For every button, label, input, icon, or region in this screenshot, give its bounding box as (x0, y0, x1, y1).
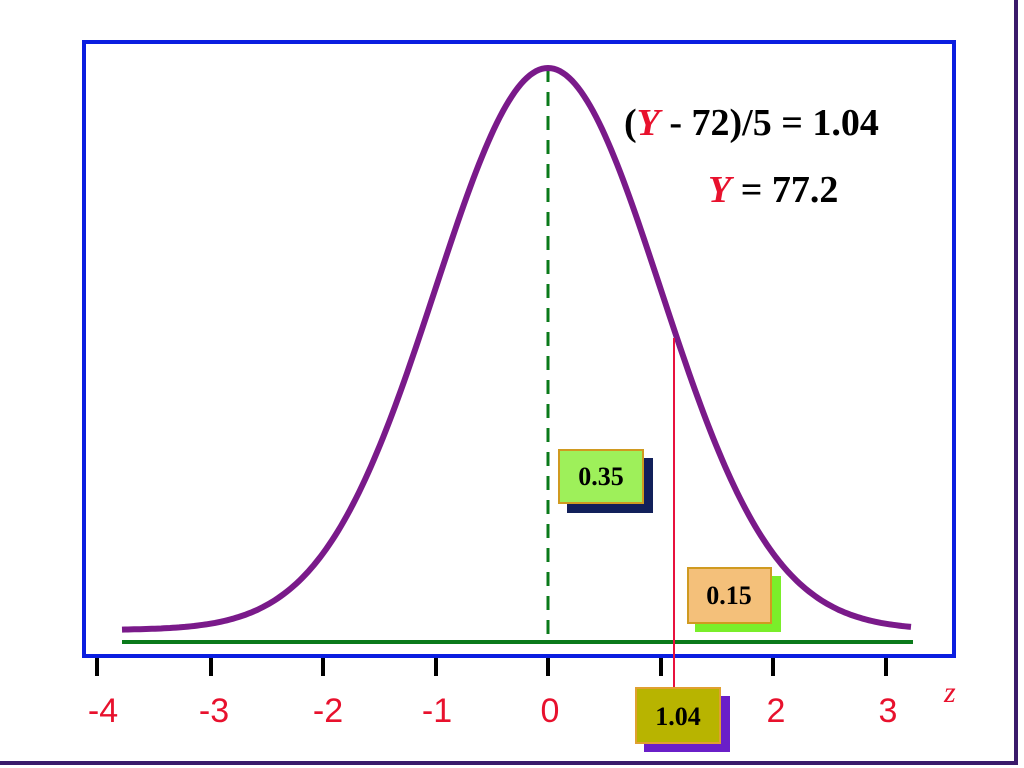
normal-curve (121, 64, 912, 633)
eq-var: Y (637, 102, 664, 144)
z-label: 1.04 (655, 702, 701, 731)
axis: -4 -3 -2 -1 0 2 3 (88, 658, 898, 730)
tick-label: -2 (313, 692, 343, 730)
area-label: 0.15 (706, 581, 752, 610)
tick-label: -1 (422, 692, 452, 730)
equation: Y = 77.2 (708, 169, 838, 211)
area-label: 0.35 (578, 462, 624, 491)
eq-part: = 77.2 (731, 169, 838, 211)
axis-label: z (943, 676, 956, 709)
tick-label: 3 (879, 692, 898, 730)
z-box (635, 687, 721, 744)
tick-label: 2 (767, 692, 786, 730)
tick-label: 0 (541, 692, 560, 730)
tick-label: -3 (199, 692, 229, 730)
area-box (687, 567, 772, 624)
plot-frame (82, 40, 956, 658)
tick-label: -4 (88, 692, 118, 730)
eq-var: Y (708, 169, 735, 211)
eq-part: ( (624, 102, 637, 144)
equation: (Y - 72)/5 = 1.04 (624, 102, 879, 144)
eq-part: - 72)/5 = 1.04 (660, 102, 879, 144)
area-box (558, 449, 644, 504)
